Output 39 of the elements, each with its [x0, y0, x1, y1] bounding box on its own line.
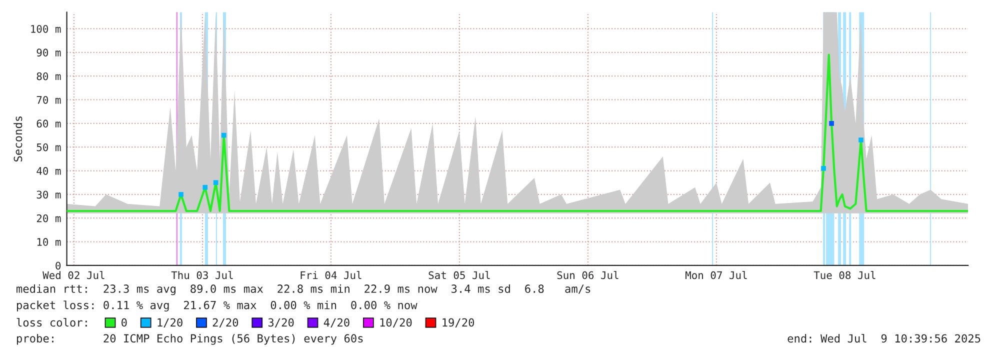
- text: end: Wed Jul 9 10:39:56 2025: [788, 334, 980, 343]
- y-axis-title: Seconds: [14, 116, 22, 162]
- point: [213, 180, 218, 186]
- text: median rtt: 23.3 ms avg 89.0 ms max 22.8 ms min 22.9 ms now 3.4 ms sd 6.8 am/s: [16, 284, 590, 296]
- x-tick-label: Sun 06 Jul: [557, 271, 618, 280]
- point: [829, 121, 834, 126]
- x-tick-label: Tue 08 Jul: [814, 271, 876, 280]
- y-tick-label: 50 m: [36, 143, 61, 152]
- y-tick-label: 90 m: [36, 48, 61, 57]
- legend-title: loss color:: [16, 318, 87, 327]
- point: [821, 166, 826, 171]
- point: [178, 192, 184, 197]
- point: [221, 132, 226, 138]
- point: [202, 184, 208, 190]
- y-tick-label: 40 m: [36, 167, 61, 175]
- x-tick-label: Wed 02 Jul: [42, 271, 104, 280]
- legend-label: 10/20: [380, 318, 412, 328]
- legend-label: 4/20: [324, 318, 350, 328]
- y-tick-label: 60 m: [36, 120, 61, 128]
- x-tick-label: Sat 05 Jul: [428, 271, 490, 280]
- y-tick-label: 30 m: [36, 190, 61, 199]
- y-tick-label: 100 m: [31, 24, 61, 33]
- x-tick-label: Thu 03 Jul: [171, 271, 233, 280]
- y-tick-label: 80 m: [36, 72, 61, 80]
- text: probe: 20 ICMP Echo Pings (56 Bytes) every 60s: [16, 334, 363, 345]
- legend-label: 2/20: [212, 318, 238, 328]
- y-tick-label: 0: [56, 262, 61, 270]
- y-tick-label: 10 m: [37, 238, 61, 246]
- y-tick-label: 70 m: [36, 96, 61, 104]
- text: packet loss: 0.11 % avg 21.67 % max 0.00 % min 0.00 % now: [16, 300, 418, 312]
- x-tick-label: Fri 04 Jul: [300, 271, 362, 280]
- legend-label: 0: [122, 318, 127, 327]
- legend-label: 1/20: [158, 318, 182, 328]
- y-tick-label: 20 m: [36, 214, 61, 222]
- x-tick-label: Mon 07 Jul: [686, 271, 747, 280]
- line-series: [66, 54, 968, 212]
- legend-label: 19/20: [442, 318, 474, 328]
- legend-label: 3/20: [268, 318, 294, 328]
- point: [858, 138, 864, 142]
